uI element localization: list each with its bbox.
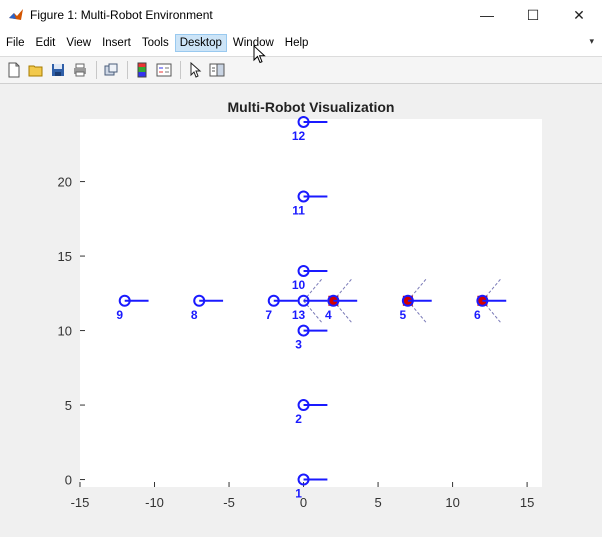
robot-id-label: 3 [295, 338, 302, 352]
y-tick-label: 15 [58, 249, 72, 264]
y-tick-label: 20 [58, 175, 72, 190]
menu-file[interactable]: File [6, 37, 25, 49]
robot-id-label: 13 [292, 308, 306, 322]
robot-id-label: 5 [400, 308, 407, 322]
robot-id-label: 6 [474, 308, 481, 322]
toolbar-separator [96, 61, 97, 79]
robot-marker [297, 190, 310, 203]
robot-id-label: 11 [292, 203, 305, 217]
robot-plot: Multi-Robot Visualization-15 -10 -5 0 5 10 150… [58, 99, 542, 510]
robot-marker [401, 294, 414, 307]
robot-id-label: 1 [295, 487, 302, 501]
menu-insert[interactable]: Insert [102, 37, 131, 49]
robot-marker [297, 264, 310, 277]
robot-marker [297, 294, 310, 307]
y-tick-label: 10 [58, 324, 72, 339]
matlab-icon [8, 7, 24, 23]
menu-bar: File Edit View Insert Tools Desktop Wind… [0, 30, 602, 56]
x-tick-label: 15 [520, 495, 534, 510]
new-figure-icon[interactable] [4, 60, 24, 80]
plot-axes-area [80, 119, 542, 487]
window-title: Figure 1: Multi-Robot Environment [30, 8, 213, 22]
open-file-icon[interactable] [26, 60, 46, 80]
robot-marker [297, 399, 310, 412]
robot-id-label: 8 [191, 308, 198, 322]
figure-toolbar [0, 56, 602, 84]
mouse-cursor-icon [253, 45, 266, 64]
legend-icon[interactable] [154, 60, 174, 80]
robot-marker [297, 473, 310, 486]
robot-marker [327, 294, 340, 307]
robot-id-label: 7 [265, 308, 272, 322]
robot-marker [297, 115, 310, 128]
close-button[interactable]: ✕ [573, 6, 585, 23]
menu-overflow-icon[interactable]: ▾ [589, 36, 594, 46]
print-icon[interactable] [70, 60, 90, 80]
robot-id-label: 10 [292, 278, 306, 292]
robot-marker [193, 294, 206, 307]
minimize-button[interactable]: — [480, 7, 494, 23]
robot-id-label: 9 [116, 308, 123, 322]
pointer-icon[interactable] [185, 60, 205, 80]
robot-id-label: 12 [292, 129, 306, 143]
robot-marker [267, 294, 280, 307]
menu-help[interactable]: Help [284, 37, 309, 49]
y-tick-label: 0 [65, 473, 72, 488]
toolbar-separator [127, 61, 128, 79]
menu-desktop[interactable]: Desktop [174, 34, 227, 52]
title-bar: Figure 1: Multi-Robot Environment — ☐ ✕ [0, 0, 602, 30]
figure-canvas: Multi-Robot Visualization -15 -10 -5 0 5 10 15 0… [0, 84, 602, 532]
menu-window[interactable]: Window [232, 37, 274, 49]
x-tick-label: 5 [374, 495, 381, 510]
robot-id-label: 4 [325, 308, 332, 322]
x-tick-label: -10 [145, 495, 164, 510]
x-tick-label: -15 [71, 495, 90, 510]
menu-edit[interactable]: Edit [35, 37, 56, 49]
menu-view[interactable]: View [66, 37, 92, 49]
toolbar-separator [180, 61, 181, 79]
menu-tools[interactable]: Tools [141, 37, 169, 49]
robot-marker [118, 294, 131, 307]
robot-marker [297, 324, 310, 337]
link-icon[interactable] [101, 60, 121, 80]
save-icon[interactable] [48, 60, 68, 80]
property-editor-icon[interactable] [207, 60, 227, 80]
chart-title: Multi-Robot Visualization [228, 99, 395, 115]
y-tick-label: 5 [65, 398, 72, 413]
x-tick-label: 0 [300, 495, 307, 510]
robot-marker [476, 294, 489, 307]
x-tick-label: -5 [223, 495, 235, 510]
maximize-button[interactable]: ☐ [526, 6, 540, 23]
robot-id-label: 2 [295, 412, 302, 426]
x-tick-label: 10 [445, 495, 459, 510]
colorbar-icon[interactable] [132, 60, 152, 80]
